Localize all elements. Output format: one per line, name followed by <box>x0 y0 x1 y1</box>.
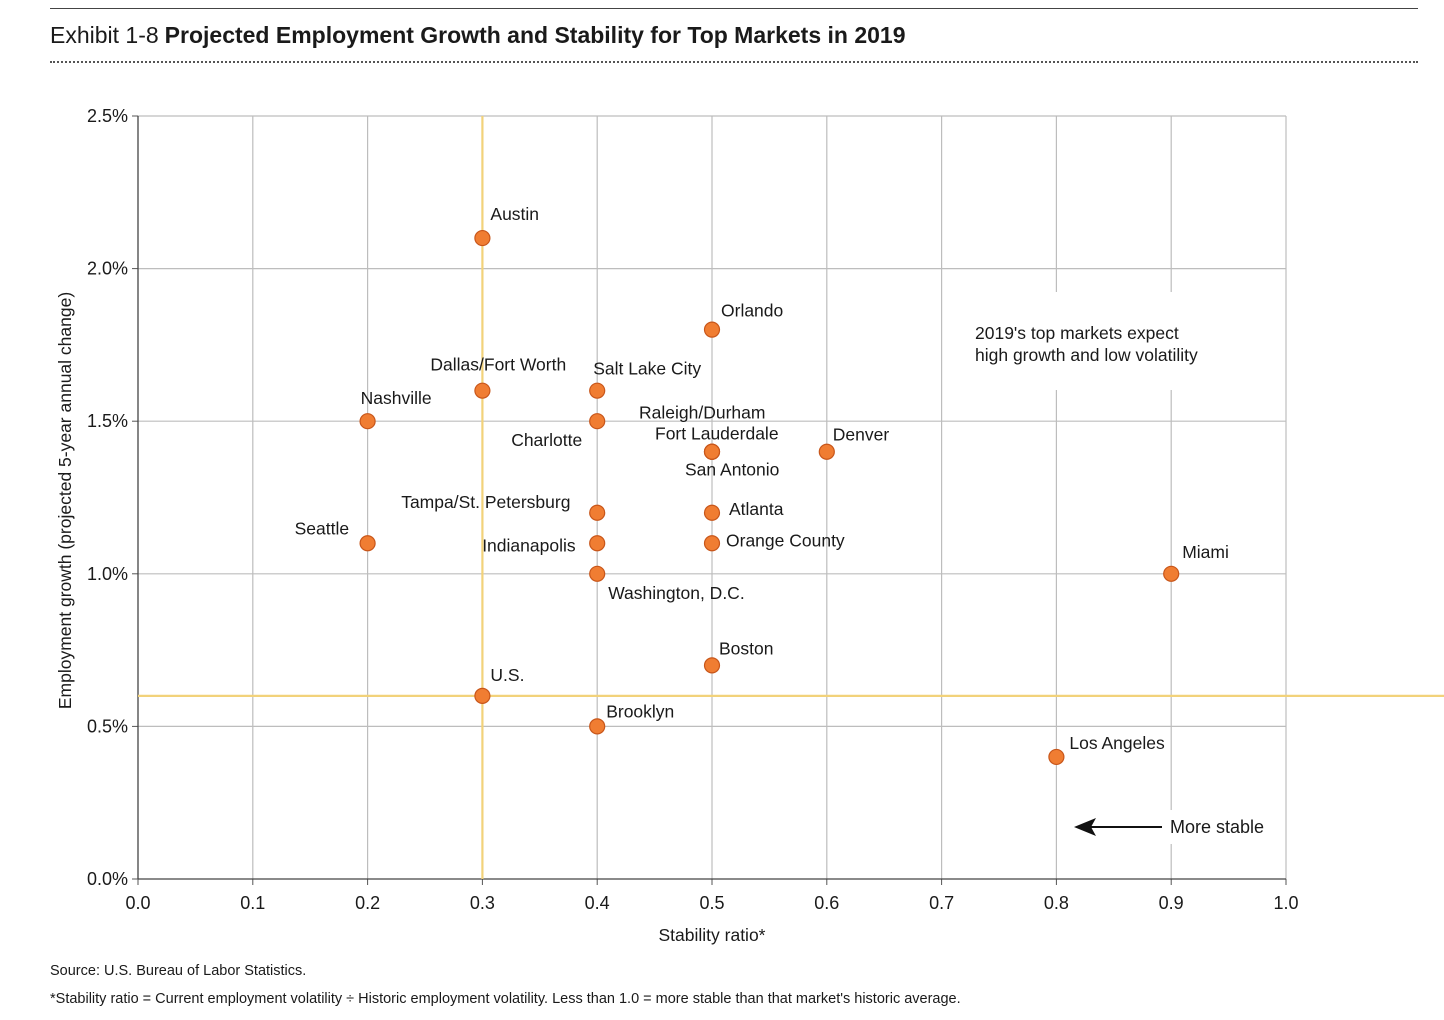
title-divider <box>50 61 1418 63</box>
data-point <box>359 413 376 430</box>
exhibit-number: Exhibit 1-8 <box>50 22 159 48</box>
x-tick-label: 0.7 <box>929 893 954 913</box>
data-point <box>703 657 721 674</box>
point-label: Seattle <box>295 518 349 538</box>
y-tick-label: 0.0% <box>87 869 128 889</box>
data-point <box>818 443 835 460</box>
more-stable-label: More stable <box>1170 817 1264 837</box>
point-label: Los Angeles <box>1069 733 1165 753</box>
x-tick-label: 0.3 <box>470 893 495 913</box>
point-label: Dallas/Fort Worth <box>430 355 566 375</box>
point-label: Charlotte <box>511 430 582 450</box>
x-tick-label: 0.5 <box>699 893 724 913</box>
point-label: U.S. <box>490 665 524 685</box>
x-tick-label: 0.9 <box>1159 893 1184 913</box>
point-label: Miami <box>1182 542 1229 562</box>
y-tick-label: 1.5% <box>87 411 128 431</box>
x-tick-label: 0.2 <box>355 893 380 913</box>
point-label: Orlando <box>721 301 783 321</box>
x-tick-label: 0.1 <box>240 893 265 913</box>
point-label: San Antonio <box>685 460 779 480</box>
stability-footnote: *Stability ratio = Current employment vo… <box>50 991 961 1007</box>
x-tick-label: 0.6 <box>814 893 839 913</box>
point-label: Austin <box>490 204 539 224</box>
data-point <box>703 504 721 521</box>
annotation-background <box>950 292 1250 390</box>
annotation-line-2: high growth and low volatility <box>975 345 1198 365</box>
data-point <box>589 504 606 521</box>
data-point <box>474 382 491 399</box>
x-tick-label: 0.4 <box>585 893 610 913</box>
data-point <box>474 229 491 247</box>
point-label: Salt Lake City <box>593 359 701 379</box>
y-tick-label: 2.5% <box>87 106 128 126</box>
data-point <box>589 413 606 430</box>
source-note: Source: U.S. Bureau of Labor Statistics. <box>50 963 307 979</box>
exhibit-heading: Projected Employment Growth and Stabilit… <box>164 22 906 48</box>
y-tick-label: 1.0% <box>87 564 128 584</box>
point-label: Boston <box>719 638 773 658</box>
point-label: Brooklyn <box>606 701 674 721</box>
point-label: Indianapolis <box>482 535 576 555</box>
x-tick-label: 1.0 <box>1273 893 1298 913</box>
point-label: Orange County <box>726 530 845 550</box>
x-axis-title: Stability ratio* <box>659 925 766 945</box>
data-point <box>474 687 491 704</box>
data-point <box>703 443 721 460</box>
y-tick-label: 0.5% <box>87 716 128 736</box>
exhibit-title: Exhibit 1-8 Projected Employment Growth a… <box>50 22 906 49</box>
point-label: Raleigh/Durham <box>639 403 765 423</box>
more-stable-arrowhead <box>1074 818 1096 836</box>
data-point <box>703 535 721 552</box>
y-axis-title: Employment growth (projected 5-year annu… <box>55 292 75 709</box>
point-label: Atlanta <box>729 499 784 519</box>
point-label: Nashville <box>361 388 432 408</box>
top-rule <box>50 8 1418 9</box>
data-point <box>359 535 376 552</box>
data-point <box>589 535 606 552</box>
data-point <box>589 718 606 735</box>
data-point <box>1048 748 1065 766</box>
y-tick-label: 2.0% <box>87 259 128 279</box>
data-point <box>703 321 721 338</box>
x-tick-label: 0.8 <box>1044 893 1069 913</box>
x-tick-label: 0.0 <box>125 893 150 913</box>
data-point <box>1163 565 1180 582</box>
point-label: Denver <box>833 425 890 445</box>
data-point <box>589 565 606 582</box>
point-label: Tampa/St. Petersburg <box>401 492 570 512</box>
data-point <box>589 382 606 399</box>
point-label: Fort Lauderdale <box>655 424 779 444</box>
point-label: Washington, D.C. <box>608 583 745 603</box>
annotation-line-1: 2019's top markets expect <box>975 323 1179 343</box>
